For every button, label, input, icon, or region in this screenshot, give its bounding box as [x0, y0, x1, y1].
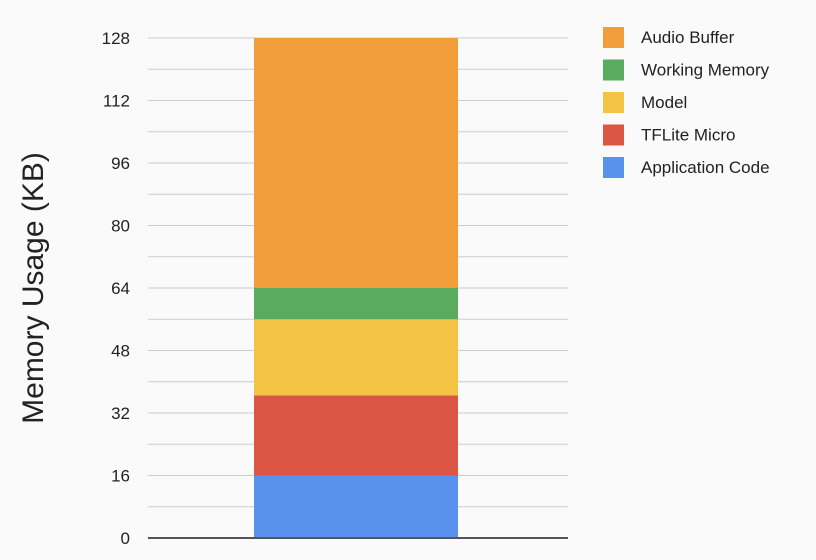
y-tick-label: 0 [121, 529, 130, 548]
y-tick-label: 128 [102, 29, 130, 48]
y-tick-label: 32 [111, 404, 130, 423]
bar-segment-application-code [254, 475, 458, 538]
y-tick-label: 80 [111, 217, 130, 236]
legend-swatch [603, 59, 624, 81]
legend-swatch [603, 27, 624, 48]
bar-segment-tflite-micro [254, 395, 458, 476]
y-axis-label: Memory Usage (KB) [17, 152, 50, 424]
y-tick-label: 48 [111, 342, 130, 361]
legend-label: Audio Buffer [641, 28, 735, 47]
legend-swatch [603, 157, 624, 178]
legend-label: TFLite Micro [641, 126, 735, 145]
legend: Audio Buffer Working Memory Model TFLite Mi… [603, 27, 770, 178]
legend-swatch [603, 124, 624, 146]
y-tick-label: 16 [111, 467, 130, 486]
bar-segment-model [254, 319, 458, 396]
legend-label: Working Memory [641, 61, 770, 80]
legend-label: Application Code [641, 158, 770, 177]
y-tick-label: 96 [111, 154, 130, 173]
legend-swatch [603, 92, 624, 113]
y-tick-label: 112 [103, 92, 130, 111]
legend-label: Model [641, 93, 687, 112]
bar-segment-audio-buffer [254, 38, 458, 288]
bar-segment-working-memory [254, 288, 458, 320]
y-tick-label: 64 [111, 279, 130, 298]
y-tick-labels: 0 16 32 48 64 80 96 112 128 [102, 29, 130, 548]
bar-stack [254, 38, 458, 538]
